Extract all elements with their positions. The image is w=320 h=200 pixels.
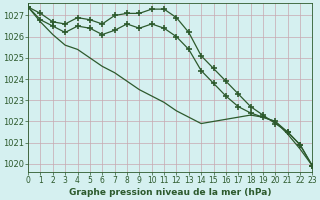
X-axis label: Graphe pression niveau de la mer (hPa): Graphe pression niveau de la mer (hPa) <box>69 188 271 197</box>
